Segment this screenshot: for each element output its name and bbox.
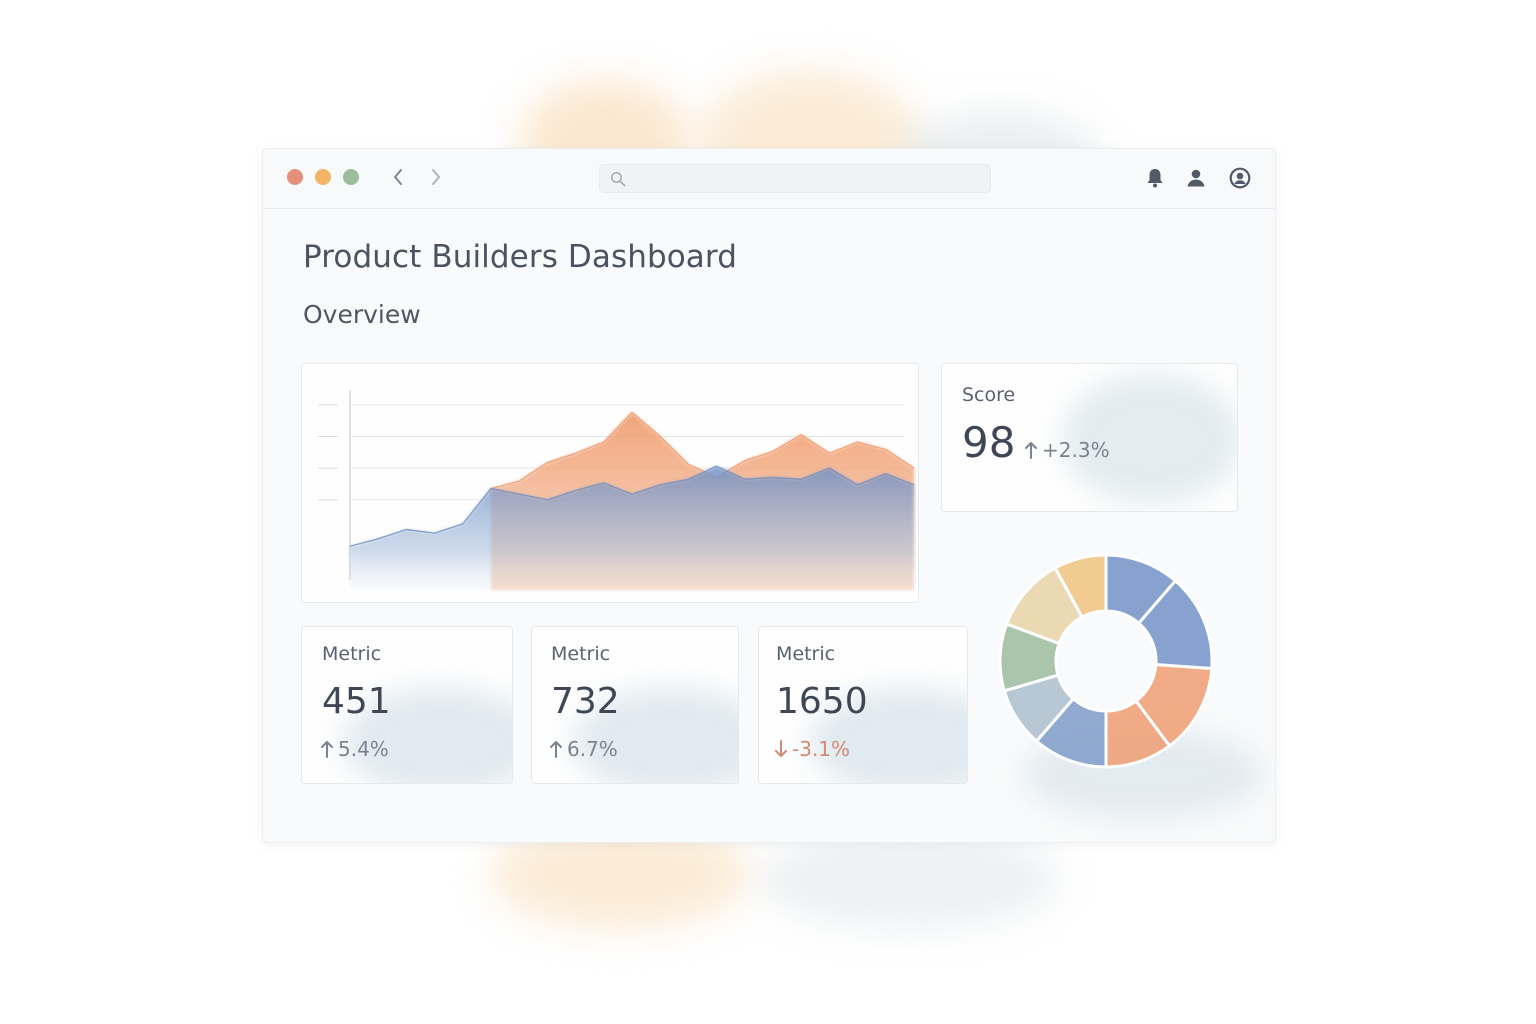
metric-card: Metric 732 6.7% (531, 626, 739, 784)
score-value: 98 (962, 418, 1016, 467)
area-chart-card (301, 363, 919, 603)
minimize-window-button[interactable] (315, 169, 331, 185)
metric-card: Metric 1650 -3.1% (758, 626, 968, 784)
page-title: Product Builders Dashboard (303, 239, 737, 275)
close-window-button[interactable] (287, 169, 303, 185)
user-icon[interactable] (1184, 166, 1208, 190)
metric-value: 1650 (776, 681, 868, 722)
metric-delta: 5.4% (320, 737, 389, 761)
metric-delta-value: 5.4% (338, 737, 389, 761)
metric-value: 732 (551, 681, 620, 722)
donut-chart (998, 553, 1214, 769)
search-input[interactable] (634, 165, 984, 192)
chevron-left-icon (394, 169, 402, 185)
metric-label: Metric (551, 643, 611, 665)
background-splash (760, 830, 1060, 930)
metric-card: Metric 451 5.4% (301, 626, 513, 784)
score-label: Score (962, 384, 1016, 406)
watercolor-wash (572, 687, 738, 783)
section-title: Overview (303, 300, 421, 329)
metric-label: Metric (776, 643, 836, 665)
metric-label: Metric (322, 643, 382, 665)
area-chart (318, 390, 915, 590)
metric-delta-value: -3.1% (792, 737, 851, 761)
forward-button[interactable] (423, 163, 449, 191)
donut-slice-8 (1053, 553, 1108, 620)
watercolor-wash (1062, 374, 1237, 504)
window-titlebar (263, 149, 1275, 209)
search-bar[interactable] (599, 164, 991, 193)
metric-value: 451 (322, 681, 391, 722)
search-icon (610, 171, 626, 187)
metric-delta-value: 6.7% (567, 737, 618, 761)
watercolor-wash (342, 687, 512, 783)
maximize-window-button[interactable] (343, 169, 359, 185)
arrow-down-icon (775, 740, 787, 757)
score-card: Score 98 +2.3% (941, 363, 1238, 512)
arrow-up-icon (550, 741, 562, 758)
line-series-0 (349, 465, 915, 547)
browser-window: Product Builders Dashboard Overview (262, 148, 1276, 843)
score-delta: +2.3% (1024, 438, 1110, 462)
area-series-0 (350, 466, 914, 590)
account-circle-icon[interactable] (1228, 166, 1252, 190)
metric-delta: -3.1% (774, 737, 850, 761)
chevron-right-icon (432, 169, 440, 185)
line-series-1 (490, 411, 915, 490)
bell-icon[interactable] (1143, 166, 1167, 190)
metric-delta: 6.7% (549, 737, 618, 761)
back-button[interactable] (385, 163, 411, 191)
score-delta-value: +2.3% (1042, 438, 1110, 462)
arrow-up-icon (321, 741, 333, 758)
arrow-up-icon (1025, 442, 1037, 459)
